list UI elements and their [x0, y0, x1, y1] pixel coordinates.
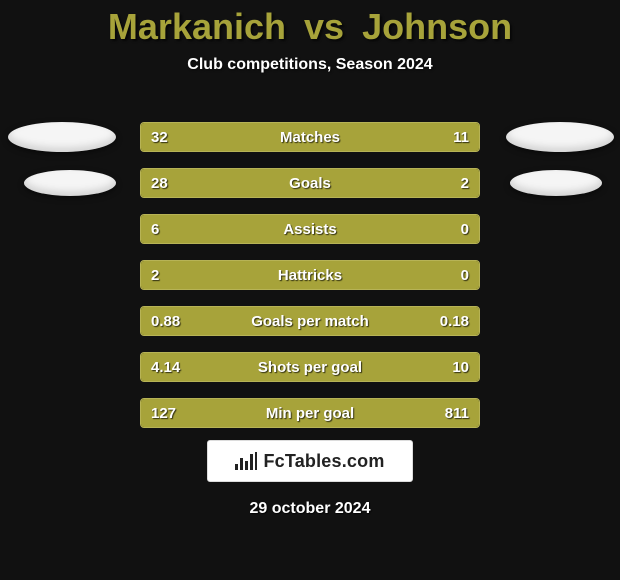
stat-rows-container: 3211Matches 282Goals 60Assists 20Hattricks 0…: [140, 122, 480, 444]
player1-crest: [8, 122, 116, 152]
stat-label: Goals per match: [141, 307, 479, 335]
player2-crest: [506, 122, 614, 152]
stat-label: Assists: [141, 215, 479, 243]
stat-row: 4.1410Shots per goal: [140, 352, 480, 382]
stat-row: 127811Min per goal: [140, 398, 480, 428]
stat-label: Goals: [141, 169, 479, 197]
player2-name: Johnson: [362, 6, 512, 47]
stat-row: 20Hattricks: [140, 260, 480, 290]
stat-label: Hattricks: [141, 261, 479, 289]
vs-separator: vs: [304, 6, 344, 47]
comparison-title: Markanich vs Johnson: [0, 0, 620, 48]
stat-row: 60Assists: [140, 214, 480, 244]
player1-crest-secondary: [24, 170, 116, 196]
stat-label: Shots per goal: [141, 353, 479, 381]
stat-row: 282Goals: [140, 168, 480, 198]
brand-badge: FcTables.com: [207, 440, 413, 482]
stat-row: 0.880.18Goals per match: [140, 306, 480, 336]
brand-text: FcTables.com: [263, 451, 384, 472]
stat-label: Matches: [141, 123, 479, 151]
stat-label: Min per goal: [141, 399, 479, 427]
player1-name: Markanich: [108, 6, 286, 47]
player2-crest-secondary: [510, 170, 602, 196]
stat-row: 3211Matches: [140, 122, 480, 152]
date-label: 29 october 2024: [0, 500, 620, 518]
brand-icon: [235, 452, 257, 470]
subtitle: Club competitions, Season 2024: [0, 56, 620, 74]
